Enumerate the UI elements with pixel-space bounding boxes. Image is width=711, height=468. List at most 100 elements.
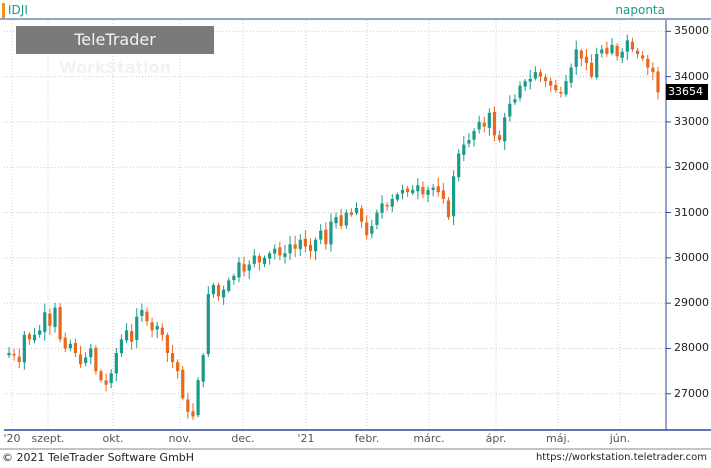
x-tick-label: nov. <box>168 432 192 445</box>
candle-body <box>497 135 502 141</box>
y-tick-label: 33000 <box>674 114 709 128</box>
period-label[interactable]: naponta <box>615 3 665 17</box>
y-tick-label: 31000 <box>674 205 709 219</box>
x-tick-label: dec. <box>231 432 255 445</box>
candle-body <box>334 217 338 224</box>
candle-body <box>390 198 394 207</box>
candle-body <box>283 253 287 257</box>
candle-body <box>630 41 635 50</box>
candle-body <box>554 85 558 91</box>
candle-body <box>68 343 72 349</box>
candle-body <box>191 411 195 417</box>
candle-body <box>84 357 88 363</box>
candle-body <box>27 334 32 340</box>
candle-body <box>109 373 113 384</box>
candle-body <box>237 262 241 278</box>
candle-body <box>53 307 57 327</box>
candle-body <box>446 200 451 218</box>
website-link[interactable]: https://workstation.teletrader.com <box>535 452 707 463</box>
x-tick-label: máj. <box>545 432 571 445</box>
candle-body <box>385 204 389 207</box>
candle-body <box>482 122 486 127</box>
candle-body <box>170 353 175 363</box>
candle-body <box>620 51 624 58</box>
symbol-label[interactable]: IDJI <box>8 3 28 17</box>
candle-body <box>405 188 410 193</box>
candle-body <box>186 399 190 412</box>
candle-body <box>610 44 614 54</box>
candle-body <box>12 353 16 356</box>
candle-body <box>288 244 292 254</box>
candle-body <box>462 144 466 155</box>
candle-body <box>262 257 267 264</box>
candle-body <box>211 285 216 295</box>
candle-body <box>538 72 543 77</box>
teletrader-logo: TeleTrader WorkStation <box>16 26 214 77</box>
candle-body <box>518 85 522 98</box>
candle-body <box>426 189 430 195</box>
candle-body <box>380 203 384 213</box>
candle-body <box>549 80 553 86</box>
candle-body <box>119 339 124 354</box>
candle-body <box>635 50 640 54</box>
candle-body <box>349 212 353 215</box>
candle-body <box>605 47 609 54</box>
copyright-text: © 2021 TeleTrader Software GmbH <box>2 451 195 464</box>
candle-body <box>513 99 517 103</box>
candle-body <box>564 81 568 95</box>
candle-body <box>416 185 420 192</box>
y-tick-label: 32000 <box>674 160 709 174</box>
candle-body <box>559 92 563 94</box>
candle-body <box>227 280 231 291</box>
candle-body <box>319 230 323 240</box>
candle-body <box>114 352 118 374</box>
candle-body <box>574 49 578 67</box>
logo-text-regular: TeleTrader <box>74 30 156 49</box>
candle-body <box>257 256 262 263</box>
candle-body <box>451 176 456 217</box>
y-tick-label: 30000 <box>674 250 709 264</box>
candle-body <box>124 330 129 341</box>
candle-body <box>324 229 328 245</box>
candle-body <box>278 247 282 256</box>
candle-body <box>344 212 348 226</box>
candle-body <box>370 226 374 234</box>
y-tick-label: 29000 <box>674 296 709 310</box>
x-tick-label: '20 <box>3 432 21 445</box>
x-tick-label: márc. <box>413 432 445 445</box>
candle-body <box>625 40 629 52</box>
candle-body <box>436 186 440 193</box>
candle-body <box>395 194 399 200</box>
candle-body <box>360 208 364 222</box>
candle-body <box>365 222 369 236</box>
candle-body <box>38 330 42 335</box>
candle-body <box>176 362 180 372</box>
candle-body <box>431 187 435 190</box>
candle-body <box>528 78 532 82</box>
candle-body <box>17 356 21 363</box>
candle-body <box>155 325 159 330</box>
candle-body <box>201 355 205 382</box>
candle-body <box>329 221 333 245</box>
candle-body <box>411 189 415 194</box>
candle-body <box>63 337 67 349</box>
x-tick-label: ápr. <box>485 432 507 445</box>
candle-body <box>206 294 210 355</box>
candle-body <box>232 275 236 281</box>
candle-body <box>216 285 221 297</box>
candle-body <box>656 71 660 93</box>
candle-body <box>99 371 103 381</box>
last-price-badge: 33654 <box>666 84 708 101</box>
logo-text-bold: WorkStation <box>58 58 172 77</box>
candle-body <box>145 311 149 322</box>
candle-body <box>615 45 619 57</box>
candle-body <box>477 121 481 130</box>
candle-body <box>252 255 256 264</box>
symbol-marker <box>2 3 5 18</box>
candle-body <box>48 313 52 326</box>
candle-body <box>589 62 594 77</box>
candle-body <box>293 244 297 249</box>
candle-body <box>135 316 139 340</box>
y-tick-label: 34000 <box>674 69 709 83</box>
